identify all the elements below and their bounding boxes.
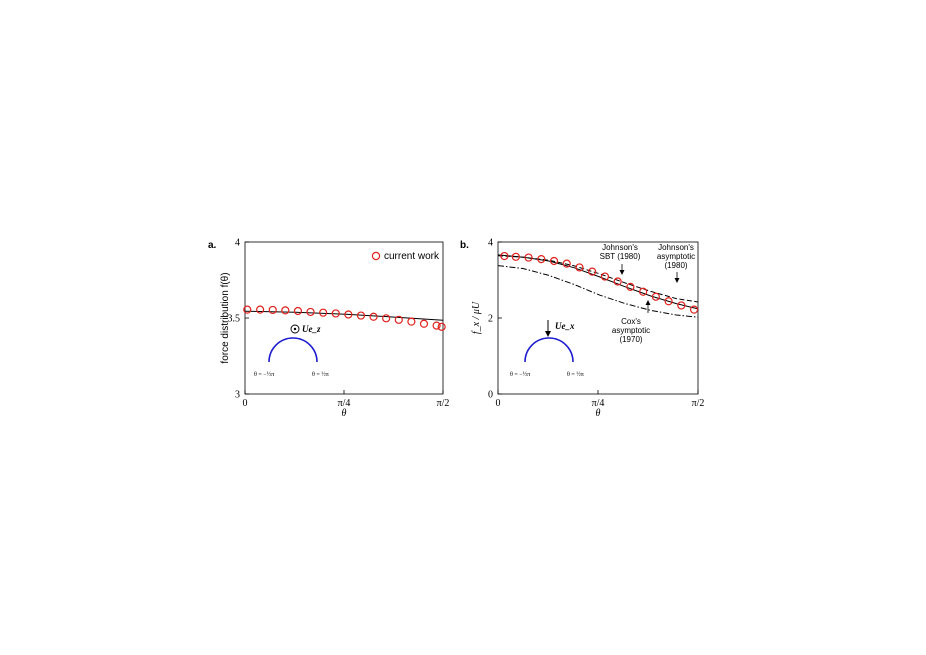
chart-a-point bbox=[331, 309, 340, 318]
chart-a-point bbox=[319, 308, 328, 317]
chart-b-xtick-label: π/2 bbox=[692, 398, 705, 409]
chart-a-inset-arrow-label: Ue_z bbox=[302, 324, 321, 334]
chart-b-ylabel: f_x / μU bbox=[471, 301, 482, 334]
chart-b-point bbox=[588, 267, 597, 276]
chart-b-xlabel: θ bbox=[596, 408, 601, 419]
chart-b-annotation-line: Cox's bbox=[621, 317, 641, 326]
chart-a-point bbox=[407, 317, 416, 326]
chart-b-annotation-arrowhead bbox=[674, 278, 680, 283]
chart-b-annotation-arrowhead bbox=[619, 270, 625, 275]
chart-b-inset-right-label: θ = ½π bbox=[567, 371, 584, 378]
chart-a-legend-label: current work bbox=[384, 251, 440, 262]
chart-a-inset-right-label: θ = ½π bbox=[312, 371, 329, 378]
chart-a-legend-marker bbox=[371, 251, 381, 261]
chart-a-point bbox=[344, 310, 353, 319]
chart-b-point bbox=[613, 277, 622, 286]
chart-a-xtick-label: π/4 bbox=[338, 398, 351, 409]
chart-b-point bbox=[639, 287, 648, 296]
chart-a-point bbox=[394, 315, 403, 324]
chart-b-panel-label: b. bbox=[460, 240, 469, 251]
chart-b-ytick-label: 2 bbox=[488, 314, 493, 325]
chart-a-ylabel: force distribution f(θ) bbox=[220, 272, 231, 363]
chart-b-annotation-line: (1980) bbox=[664, 261, 687, 270]
chart-b-annotation: Johnson's asymptotic (1980) bbox=[657, 243, 695, 270]
chart-a-point bbox=[256, 305, 265, 314]
chart-b-point bbox=[600, 272, 610, 281]
chart-a-xtick-label: π/2 bbox=[437, 398, 450, 409]
chart-a-inset-arc bbox=[268, 337, 318, 363]
chart-b-point bbox=[511, 252, 520, 261]
chart-b-point bbox=[500, 251, 509, 261]
chart-b-point bbox=[575, 263, 584, 272]
chart-b-point bbox=[651, 292, 660, 301]
chart-b-ytick-label: 4 bbox=[488, 238, 493, 249]
chart-a: a. force distribution f(θ) θ 0 π/4 π/2 3 3.5… bbox=[208, 238, 449, 420]
chart-b-annotation-line: Johnson's bbox=[658, 243, 694, 252]
chart-b-annotation-line: SBT (1980) bbox=[600, 252, 641, 261]
chart-a-point bbox=[356, 311, 366, 320]
chart-b-annotation: Johnson's SBT (1980) bbox=[600, 243, 641, 261]
chart-b-line-dashdot bbox=[497, 265, 699, 318]
chart-a-point bbox=[306, 307, 315, 317]
arrow-down-head bbox=[545, 331, 551, 337]
chart-a-point bbox=[419, 319, 429, 328]
chart-b-point bbox=[524, 253, 533, 262]
chart-b-ytick-label: 0 bbox=[488, 390, 493, 401]
chart-b-point bbox=[664, 297, 673, 306]
chart-b-point bbox=[677, 301, 686, 310]
chart-b-xtick-label: 0 bbox=[496, 398, 501, 409]
chart-a-point bbox=[437, 322, 446, 331]
chart-a-point bbox=[369, 312, 378, 321]
chart-a-point bbox=[293, 306, 303, 316]
chart-b-inset: Ue_x θ = −½π θ = ½π bbox=[510, 320, 584, 378]
chart-b-annotation-line: (1970) bbox=[619, 335, 642, 344]
chart-b-annotation-line: asymptotic bbox=[657, 252, 695, 261]
chart-b-inset-left-label: θ = −½π bbox=[510, 371, 530, 378]
chart-b-point bbox=[562, 259, 571, 268]
chart-b-inset-arc bbox=[524, 337, 574, 363]
chart-b-xtick-label: π/4 bbox=[592, 398, 605, 409]
chart-a-inset: Ue_z θ = −½π θ = ½π bbox=[254, 324, 329, 378]
chart-b-inset-arrow-label: Ue_x bbox=[555, 321, 575, 331]
chart-a-point bbox=[268, 305, 277, 315]
chart-b-annotation-arrowhead bbox=[645, 300, 651, 305]
chart-b-annotation-line: asymptotic bbox=[612, 326, 650, 335]
chart-b-annotation-line: Johnson's bbox=[602, 243, 638, 252]
chart-b-point bbox=[689, 305, 699, 314]
chart-a-ytick-label: 3.5 bbox=[228, 314, 241, 325]
chart-a-point bbox=[382, 314, 391, 323]
chart-b-point bbox=[626, 282, 635, 291]
chart-a-ytick-label: 3 bbox=[235, 390, 240, 401]
chart-b-point bbox=[537, 255, 546, 264]
out-of-plane-icon bbox=[290, 324, 300, 334]
chart-b-annotation: Cox's asymptotic (1970) bbox=[612, 317, 650, 344]
chart-a-xtick-label: 0 bbox=[243, 398, 248, 409]
chart-a-point bbox=[281, 306, 290, 315]
chart-a-xlabel: θ bbox=[342, 408, 347, 419]
chart-a-point bbox=[243, 305, 252, 314]
chart-a-ytick-label: 4 bbox=[235, 238, 240, 249]
chart-b-point bbox=[549, 256, 559, 266]
chart-a-point bbox=[432, 321, 441, 330]
out-of-plane-dot bbox=[293, 327, 297, 331]
chart-a-panel-label: a. bbox=[208, 240, 217, 251]
chart-a-inset-left-label: θ = −½π bbox=[254, 371, 274, 378]
